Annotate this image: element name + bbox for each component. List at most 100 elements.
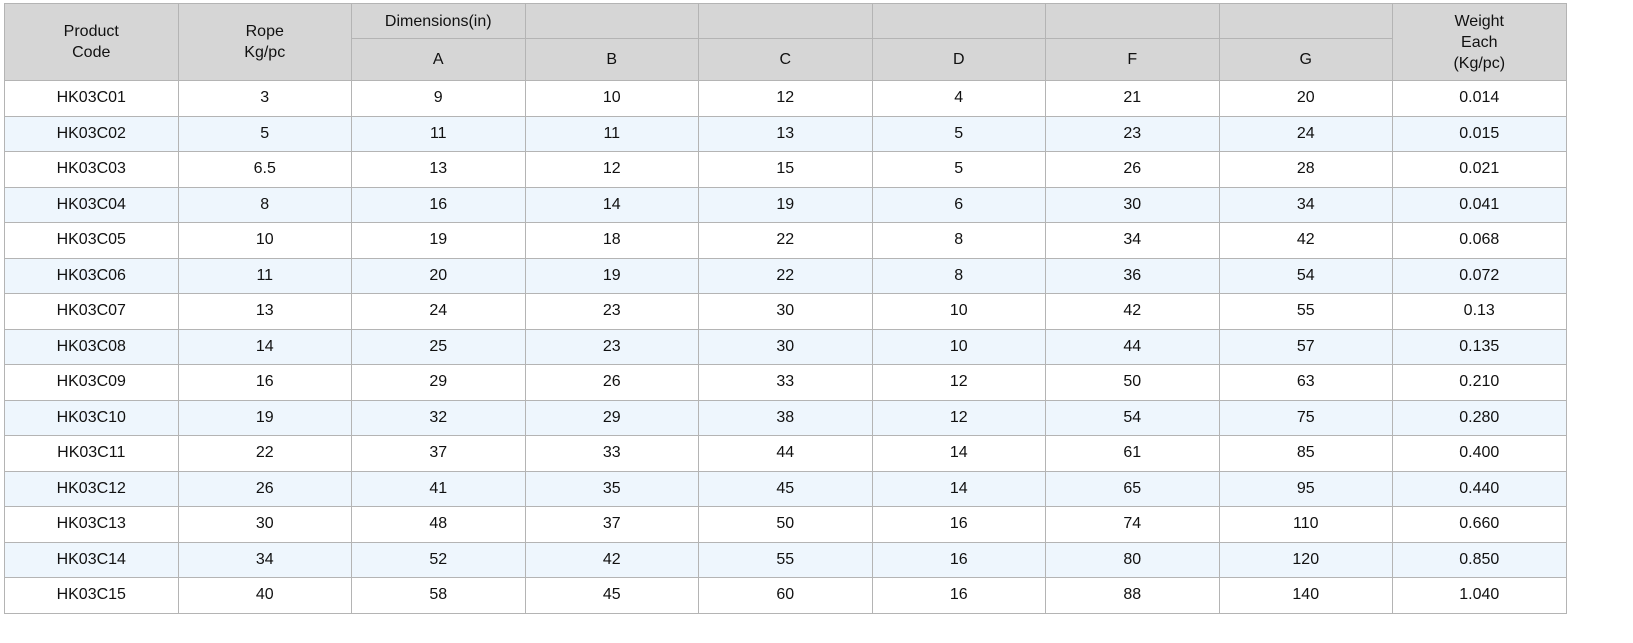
table-cell: 37 [351, 435, 526, 472]
table-cell: 0.13 [1392, 293, 1567, 330]
table-cell: 19 [698, 186, 873, 223]
table-cell: 6 [871, 186, 1046, 223]
table-cell: 8 [871, 222, 1046, 259]
table-cell: 54 [1218, 257, 1393, 294]
table-cell: 30 [1045, 186, 1220, 223]
table-cell: 34 [1218, 186, 1393, 223]
table-cell: 8 [177, 186, 352, 223]
table-cell: 20 [351, 257, 526, 294]
table-cell: 33 [524, 435, 699, 472]
header-cell [1045, 3, 1220, 39]
header-cell [698, 3, 873, 39]
table-cell: 19 [524, 257, 699, 294]
table-cell: 34 [1045, 222, 1220, 259]
table-cell: 16 [871, 577, 1046, 614]
table-cell: 14 [871, 435, 1046, 472]
table-cell: 12 [698, 80, 873, 117]
table-cell: 13 [177, 293, 352, 330]
table-cell: 16 [177, 364, 352, 401]
header-cell: Product Code [4, 3, 179, 81]
header-cell: Dimensions(in) [351, 3, 526, 39]
table-cell: 22 [698, 257, 873, 294]
table-cell: 30 [698, 293, 873, 330]
table-cell: 32 [351, 399, 526, 436]
table-cell: 75 [1218, 399, 1393, 436]
header-cell: C [698, 38, 873, 81]
table-cell: 0.068 [1392, 222, 1567, 259]
table-cell: 0.021 [1392, 151, 1567, 188]
table-cell: 54 [1045, 399, 1220, 436]
header-cell: D [871, 38, 1046, 81]
table-cell: 30 [698, 328, 873, 365]
table-cell: 12 [871, 364, 1046, 401]
table-cell: HK03C04 [4, 186, 179, 223]
table-row: HK03C03 6.5 13 12 15 5 26 28 0.021 [4, 151, 1567, 188]
table-cell: HK03C06 [4, 257, 179, 294]
table-cell: 140 [1218, 577, 1393, 614]
header-cell: B [524, 38, 699, 81]
table-cell: 55 [1218, 293, 1393, 330]
table-cell: 50 [1045, 364, 1220, 401]
table-cell: HK03C14 [4, 541, 179, 578]
table-cell: 65 [1045, 470, 1220, 507]
table-cell: HK03C08 [4, 328, 179, 365]
table-row: HK03C08 14 25 23 30 10 44 57 0.135 [4, 328, 1567, 365]
table-cell: 6.5 [177, 151, 352, 188]
table-row: HK03C07 13 24 23 30 10 42 55 0.13 [4, 293, 1567, 330]
table-cell: 0.210 [1392, 364, 1567, 401]
table-cell: 26 [524, 364, 699, 401]
table-cell: 63 [1218, 364, 1393, 401]
table-cell: 30 [177, 506, 352, 543]
table-cell: 4 [871, 80, 1046, 117]
table-cell: 14 [871, 470, 1046, 507]
table-row: HK03C12 26 41 35 45 14 65 95 0.440 [4, 470, 1567, 507]
table-row: HK03C15 40 58 45 60 16 88 140 1.040 [4, 577, 1567, 614]
table-cell: HK03C01 [4, 80, 179, 117]
table-cell: 26 [177, 470, 352, 507]
header-cell: F [1045, 38, 1220, 81]
table-cell: 15 [698, 151, 873, 188]
table-cell: 16 [351, 186, 526, 223]
table-cell: 88 [1045, 577, 1220, 614]
header-cell [871, 3, 1046, 39]
table-cell: 14 [524, 186, 699, 223]
table-cell: 85 [1218, 435, 1393, 472]
spec-table: Product Code Rope Kg/pc Dimensions(in) W… [4, 3, 1567, 614]
table-cell: 16 [871, 506, 1046, 543]
table-cell: HK03C02 [4, 115, 179, 152]
table-cell: 20 [1218, 80, 1393, 117]
table-cell: HK03C13 [4, 506, 179, 543]
table-cell: 11 [351, 115, 526, 152]
table-cell: 50 [698, 506, 873, 543]
table-body: HK03C01 3 9 10 12 4 21 20 0.014 HK03C02 5 11 11 13 5 23… [4, 80, 1567, 614]
table-cell: 0.014 [1392, 80, 1567, 117]
table-cell: 1.040 [1392, 577, 1567, 614]
table-cell: 34 [177, 541, 352, 578]
table-cell: 35 [524, 470, 699, 507]
table-cell: 11 [177, 257, 352, 294]
table-cell: 120 [1218, 541, 1393, 578]
header-cell: Weight Each (Kg/pc) [1392, 3, 1567, 81]
table-row: HK03C13 30 48 37 50 16 74 110 0.660 [4, 506, 1567, 543]
table-cell: 23 [1045, 115, 1220, 152]
table-cell: 0.015 [1392, 115, 1567, 152]
header-row: Product Code Rope Kg/pc Dimensions(in) W… [4, 3, 1567, 81]
table-cell: 41 [351, 470, 526, 507]
table-cell: HK03C11 [4, 435, 179, 472]
table-cell: 44 [1045, 328, 1220, 365]
table-cell: 60 [698, 577, 873, 614]
table-cell: 22 [177, 435, 352, 472]
table-cell: 57 [1218, 328, 1393, 365]
table-row: HK03C09 16 29 26 33 12 50 63 0.210 [4, 364, 1567, 401]
table-cell: 0.440 [1392, 470, 1567, 507]
table-cell: 19 [351, 222, 526, 259]
table-cell: 40 [177, 577, 352, 614]
table-cell: 110 [1218, 506, 1393, 543]
table-cell: 13 [351, 151, 526, 188]
table-cell: 61 [1045, 435, 1220, 472]
table-cell: 52 [351, 541, 526, 578]
table-cell: 21 [1045, 80, 1220, 117]
table-row: HK03C06 11 20 19 22 8 36 54 0.072 [4, 257, 1567, 294]
